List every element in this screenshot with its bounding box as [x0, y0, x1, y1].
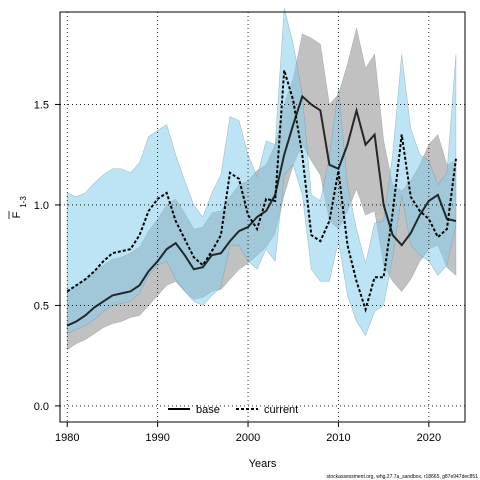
series-lines [66, 69, 457, 327]
y-tick-label: 1.0 [34, 200, 49, 212]
grid-lines [60, 12, 465, 422]
y-axis-title-subscript: 1-3 [19, 196, 28, 208]
x-axis-title: Years [249, 458, 277, 470]
y-axis-title-main: F [11, 211, 23, 218]
y-axis: 0.0 0.5 1.0 1.5 [34, 99, 60, 413]
footer-credit: stockassessment.org, whg.27.7a_sandbox, … [327, 474, 479, 480]
x-axis: 1980 1990 2000 2010 2020 [55, 422, 441, 444]
x-tick-label: 1990 [145, 432, 169, 444]
legend-label-base: base [196, 404, 220, 416]
y-tick-label: 1.5 [34, 99, 49, 111]
plot-frame [59, 11, 466, 423]
legend: base current [168, 404, 298, 416]
y-tick-label: 0.5 [34, 300, 49, 312]
x-tick-label: 2000 [236, 432, 260, 444]
y-axis-title: F 1-3 [8, 196, 28, 219]
legend-label-current: current [264, 404, 298, 416]
x-tick-label: 1980 [55, 432, 79, 444]
y-tick-label: 0.0 [34, 401, 49, 413]
series-line-current [66, 69, 457, 313]
x-tick-label: 2020 [417, 432, 441, 444]
x-tick-label: 2010 [326, 432, 350, 444]
